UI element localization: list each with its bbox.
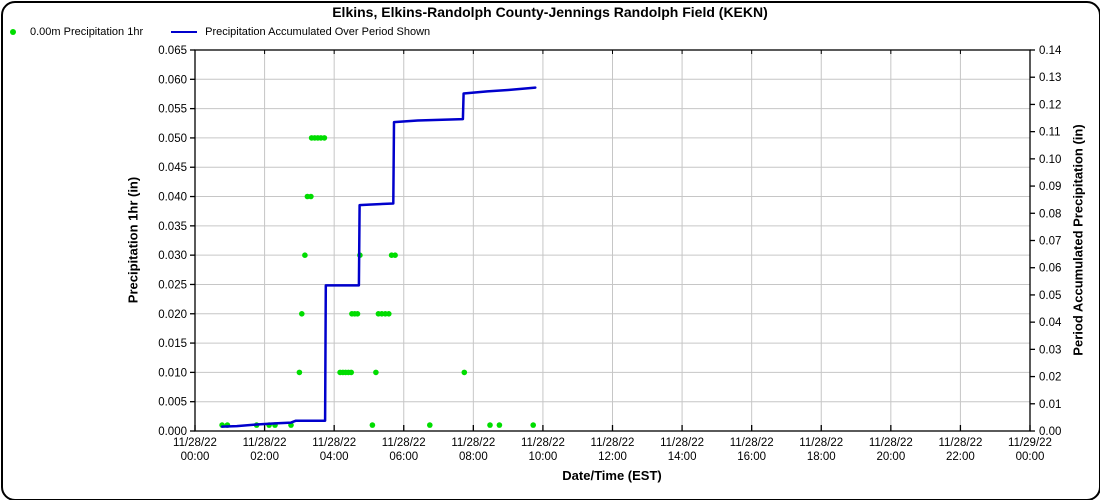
x-tick-time-label: 02:00 bbox=[250, 451, 279, 463]
y-right-tick-label: 0.10 bbox=[1039, 154, 1061, 166]
x-tick-date-label: 11/29/22 bbox=[1008, 437, 1052, 449]
y-right-tick-label: 0.11 bbox=[1039, 127, 1061, 139]
x-tick-date-label: 11/28/22 bbox=[312, 437, 356, 449]
precip-1hr-point bbox=[386, 311, 392, 317]
y-left-tick-label: 0.010 bbox=[158, 367, 187, 379]
legend-item-accumulated: Precipitation Accumulated Over Period Sh… bbox=[171, 26, 430, 38]
y-left-tick-label: 0.000 bbox=[158, 426, 187, 438]
precip-1hr-point bbox=[427, 422, 433, 428]
y-right-tick-label: 0.12 bbox=[1039, 99, 1061, 111]
y-left-tick-label: 0.065 bbox=[158, 45, 187, 57]
legend-label-accumulated: Precipitation Accumulated Over Period Sh… bbox=[205, 26, 431, 38]
chart-title: Elkins, Elkins-Randolph County-Jennings … bbox=[332, 4, 768, 20]
x-tick-date-label: 11/28/22 bbox=[173, 437, 217, 449]
x-tick-time-label: 08:00 bbox=[459, 451, 488, 463]
x-tick-date-label: 11/28/22 bbox=[799, 437, 843, 449]
y-left-tick-label: 0.035 bbox=[158, 221, 187, 233]
y-right-tick-label: 0.02 bbox=[1039, 372, 1061, 384]
precip-1hr-point bbox=[321, 135, 328, 141]
y-left-tick-label: 0.050 bbox=[158, 133, 187, 145]
precip-1hr-point bbox=[496, 422, 503, 428]
y-right-tick-label: 0.09 bbox=[1039, 181, 1061, 193]
x-tick-date-label: 11/28/22 bbox=[243, 437, 287, 449]
x-tick-time-label: 12:00 bbox=[598, 451, 627, 463]
y-right-tick-label: 0.07 bbox=[1039, 236, 1061, 248]
precip-1hr-point bbox=[302, 252, 308, 258]
precip-1hr-point bbox=[296, 369, 303, 376]
x-tick-date-label: 11/28/22 bbox=[521, 437, 565, 449]
y-left-tick-label: 0.015 bbox=[158, 338, 187, 350]
x-tick-date-label: 11/28/22 bbox=[869, 437, 913, 449]
x-tick-date-label: 11/28/22 bbox=[451, 437, 495, 449]
green-dot-marker-icon bbox=[10, 29, 16, 35]
x-tick-time-label: 22:00 bbox=[946, 451, 975, 463]
y-left-tick-label: 0.030 bbox=[158, 250, 187, 262]
y-right-tick-label: 0.06 bbox=[1039, 263, 1061, 275]
precip-1hr-point bbox=[354, 311, 361, 317]
precip-1hr-point bbox=[308, 193, 314, 200]
precip-1hr-point bbox=[530, 422, 536, 428]
x-axis-title: Date/Time (EST) bbox=[562, 468, 662, 483]
x-tick-time-label: 14:00 bbox=[668, 451, 697, 463]
blue-line-marker-icon bbox=[171, 31, 198, 33]
x-tick-time-label: 16:00 bbox=[737, 451, 766, 463]
y-left-tick-label: 0.025 bbox=[158, 279, 187, 291]
y-right-tick-label: 0.14 bbox=[1039, 45, 1062, 57]
x-tick-time-label: 10:00 bbox=[529, 451, 558, 463]
precip-1hr-point bbox=[461, 369, 468, 376]
y-left-tick-label: 0.020 bbox=[158, 309, 187, 321]
x-tick-date-label: 11/28/22 bbox=[382, 437, 426, 449]
y-axis-title-right: Period Accumulated Precipitation (in) bbox=[1070, 124, 1086, 356]
legend-item-precip-1hr: 0.00m Precipitation 1hr bbox=[10, 26, 143, 38]
y-left-tick-label: 0.040 bbox=[158, 192, 187, 204]
y-right-tick-label: 0.00 bbox=[1039, 426, 1061, 438]
precip-1hr-point bbox=[392, 252, 398, 258]
legend-label-precip-1hr: 0.00m Precipitation 1hr bbox=[30, 26, 144, 38]
y-right-tick-label: 0.03 bbox=[1039, 344, 1061, 356]
y-left-tick-label: 0.005 bbox=[158, 397, 187, 409]
x-tick-time-label: 06:00 bbox=[389, 451, 418, 463]
y-right-tick-label: 0.13 bbox=[1039, 72, 1061, 84]
y-right-tick-label: 0.01 bbox=[1039, 399, 1061, 411]
x-tick-date-label: 11/28/22 bbox=[591, 437, 635, 449]
x-tick-time-label: 04:00 bbox=[320, 451, 349, 463]
x-tick-time-label: 18:00 bbox=[807, 451, 836, 463]
chart-legend: 0.00m Precipitation 1hr Precipitation Ac… bbox=[10, 26, 458, 38]
x-tick-date-label: 11/28/22 bbox=[938, 437, 982, 449]
y-left-tick-label: 0.055 bbox=[158, 104, 187, 116]
y-right-tick-label: 0.08 bbox=[1039, 208, 1061, 220]
precip-1hr-point bbox=[299, 311, 305, 317]
y-left-tick-label: 0.060 bbox=[158, 74, 187, 86]
y-left-tick-label: 0.045 bbox=[158, 162, 187, 174]
x-tick-time-label: 00:00 bbox=[181, 451, 210, 463]
x-tick-time-label: 00:00 bbox=[1016, 451, 1045, 463]
x-tick-date-label: 11/28/22 bbox=[730, 437, 774, 449]
x-tick-date-label: 11/28/22 bbox=[660, 437, 704, 449]
precip-1hr-point bbox=[369, 422, 376, 428]
accumulated-precip-line bbox=[220, 86, 537, 428]
precip-1hr-point bbox=[487, 422, 493, 428]
precip-1hr-point bbox=[348, 369, 355, 376]
x-tick-time-label: 20:00 bbox=[876, 451, 905, 463]
y-right-tick-label: 0.04 bbox=[1039, 317, 1062, 329]
y-right-tick-label: 0.05 bbox=[1039, 290, 1061, 302]
y-axis-title-left: Precipitation 1hr (in) bbox=[125, 176, 141, 304]
precip-1hr-point bbox=[373, 369, 379, 376]
